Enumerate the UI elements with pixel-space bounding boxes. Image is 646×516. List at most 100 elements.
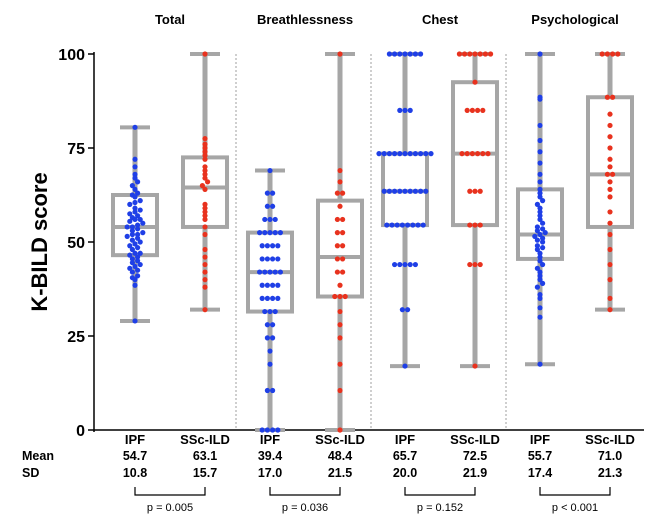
data-point <box>607 111 613 117</box>
data-point <box>259 256 265 262</box>
data-point <box>267 167 273 174</box>
data-point <box>267 308 273 315</box>
significance-bracket <box>404 487 476 496</box>
data-point <box>412 51 418 57</box>
data-point <box>537 194 543 200</box>
data-point <box>135 273 141 279</box>
data-point <box>132 216 138 223</box>
y-tick-label: 25 <box>67 329 85 346</box>
data-point <box>275 282 281 288</box>
data-point <box>477 222 483 228</box>
data-point <box>264 387 270 394</box>
p-value: p = 0.005 <box>147 502 193 514</box>
data-point <box>542 230 548 236</box>
mean-value: 63.1 <box>193 449 217 463</box>
data-point <box>202 284 208 290</box>
data-point <box>381 188 387 194</box>
data-point <box>537 96 543 102</box>
data-point <box>132 318 138 324</box>
category-label: IPF <box>125 432 145 447</box>
data-point <box>129 231 135 238</box>
data-point <box>607 261 613 268</box>
data-point <box>604 171 611 177</box>
data-point <box>202 246 208 253</box>
box <box>516 187 564 261</box>
data-point <box>270 282 276 288</box>
y-axis-label: K-BILD score <box>27 172 52 311</box>
data-point <box>124 224 130 230</box>
data-point <box>267 348 273 354</box>
data-point <box>129 237 135 243</box>
data-point <box>534 228 541 234</box>
data-point <box>477 51 483 57</box>
mean-value: 39.4 <box>258 449 282 463</box>
data-point <box>202 277 208 283</box>
panel-title: Breathlessness <box>257 12 353 27</box>
data-point <box>127 201 133 207</box>
data-point <box>202 307 208 313</box>
data-point <box>405 307 411 313</box>
data-point <box>482 51 488 57</box>
data-point <box>135 190 141 196</box>
data-point <box>132 164 138 170</box>
data-point <box>132 205 138 211</box>
y-axis: 0 25 50 75 100 <box>58 47 644 440</box>
data-point <box>537 51 543 57</box>
data-point <box>337 387 343 394</box>
data-point <box>607 156 613 162</box>
data-point <box>259 427 265 433</box>
data-point <box>537 149 543 155</box>
data-point <box>464 107 470 113</box>
data-point <box>402 151 408 157</box>
data-point <box>135 267 141 273</box>
data-point <box>384 222 390 228</box>
data-point <box>477 188 483 194</box>
data-point <box>340 269 346 275</box>
data-point <box>264 190 270 196</box>
data-point <box>402 363 408 369</box>
data-point <box>127 265 133 271</box>
data-point <box>257 269 263 275</box>
data-point <box>386 51 392 57</box>
data-point <box>202 261 208 268</box>
category-label: IPF <box>530 432 550 447</box>
data-point <box>262 216 268 223</box>
data-point <box>534 265 541 271</box>
data-point <box>381 151 387 157</box>
data-point <box>540 245 546 251</box>
data-point <box>534 284 541 290</box>
data-point <box>604 94 611 100</box>
data-point <box>475 107 481 113</box>
data-point <box>534 243 541 249</box>
data-point <box>135 222 141 228</box>
data-point <box>277 269 283 275</box>
data-point <box>337 51 343 57</box>
data-point <box>397 107 403 113</box>
data-point <box>389 222 395 228</box>
data-point <box>132 277 138 283</box>
data-point <box>392 151 398 157</box>
box <box>316 198 364 299</box>
data-point <box>397 151 403 157</box>
data-point <box>264 335 270 341</box>
data-point <box>129 260 135 266</box>
data-point <box>402 51 408 57</box>
data-point <box>477 261 483 268</box>
data-point <box>202 51 208 57</box>
data-point <box>399 222 405 228</box>
data-point <box>135 213 141 219</box>
data-point <box>275 243 281 249</box>
data-point <box>397 188 403 194</box>
data-point <box>607 145 613 151</box>
data-point <box>270 427 276 433</box>
data-point <box>540 280 546 286</box>
data-point <box>202 171 208 177</box>
data-point <box>202 213 208 219</box>
data-point <box>334 190 340 196</box>
data-point <box>540 226 546 232</box>
data-point <box>137 198 143 204</box>
data-point <box>137 250 143 256</box>
data-point <box>472 222 478 228</box>
data-point <box>334 216 340 223</box>
data-point <box>475 151 481 157</box>
